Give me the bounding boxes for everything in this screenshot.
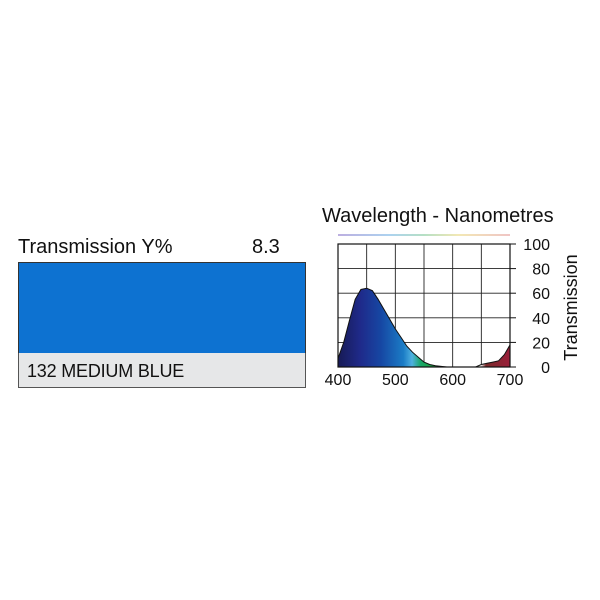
x-axis-ticks: 400 500 600 700 <box>325 372 524 389</box>
plot-frame <box>337 243 511 368</box>
color-swatch <box>18 262 306 354</box>
y-tick-label: 100 <box>523 237 550 254</box>
chart-title: Wavelength - Nanometres <box>322 205 554 227</box>
transmission-label: Transmission Y% <box>18 236 173 258</box>
y-tick-label: 60 <box>532 286 550 303</box>
transmission-value: 8.3 <box>252 236 280 258</box>
transmission-area <box>337 287 511 368</box>
transmission-chart: 400 500 600 700 0 20 40 60 80 100 Transmission <box>325 234 581 389</box>
spectrum-strip <box>338 234 510 236</box>
filter-name-bar: 132 MEDIUM BLUE <box>18 353 306 388</box>
y-tick-label: 0 <box>541 360 550 377</box>
y-axis-ticks: 0 20 40 60 80 100 <box>510 237 550 377</box>
y-axis-label: Transmission <box>561 254 581 360</box>
x-tick-label: 400 <box>325 372 352 389</box>
x-tick-label: 600 <box>439 372 466 389</box>
x-tick-label: 700 <box>497 372 524 389</box>
x-tick-label: 500 <box>382 372 409 389</box>
y-tick-label: 80 <box>532 262 550 279</box>
filter-name: 132 MEDIUM BLUE <box>27 361 185 381</box>
y-tick-label: 20 <box>532 335 550 352</box>
y-tick-label: 40 <box>532 311 550 328</box>
